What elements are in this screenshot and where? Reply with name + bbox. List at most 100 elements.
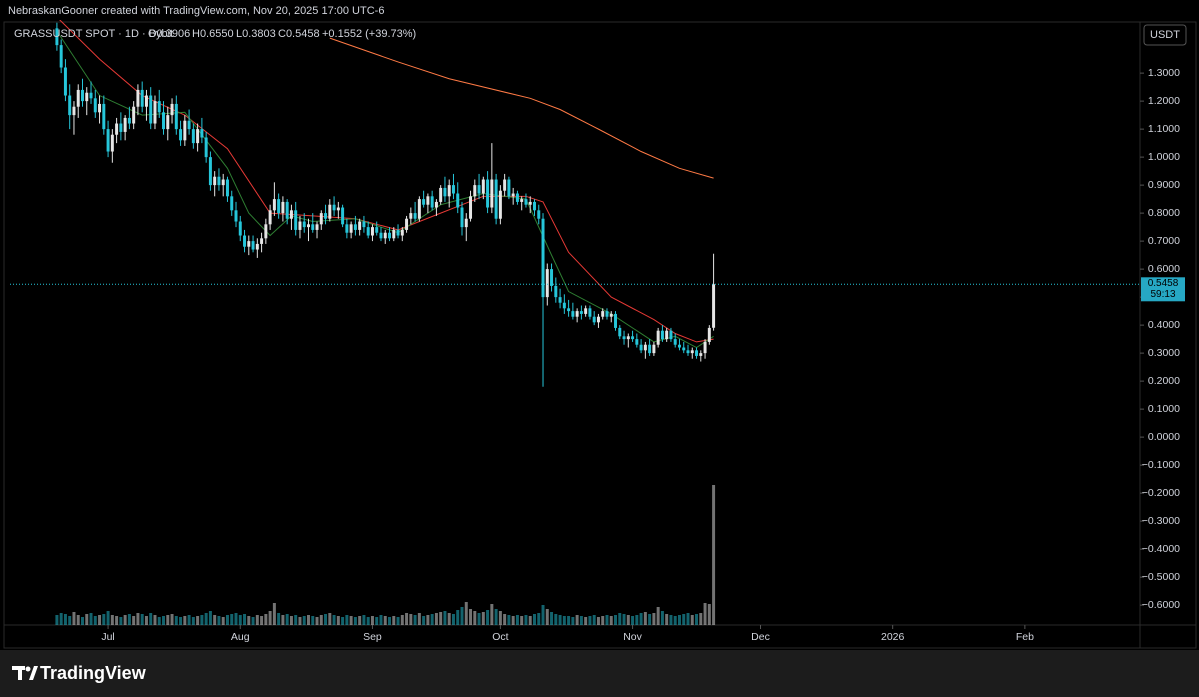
- volume-bar: [635, 615, 639, 625]
- volume-bar: [115, 616, 119, 625]
- volume-bar: [68, 616, 72, 625]
- candle-body: [370, 227, 374, 236]
- candle-body: [588, 308, 592, 317]
- y-tick-label: 0.2000: [1148, 375, 1180, 387]
- volume-bar: [110, 615, 114, 625]
- candle-body: [618, 327, 622, 337]
- candle-body: [136, 89, 140, 107]
- volume-bar: [196, 616, 200, 625]
- countdown: 59:13: [1150, 289, 1175, 300]
- x-tick-label: Feb: [1016, 631, 1034, 643]
- candle-body: [524, 199, 528, 205]
- candle-body: [400, 229, 404, 236]
- candle-body: [85, 92, 89, 102]
- candle-body: [434, 201, 438, 208]
- candle-body: [699, 353, 703, 356]
- volume-bar: [507, 615, 511, 625]
- candle-body: [554, 285, 558, 298]
- candle-body: [115, 123, 119, 135]
- candle-body: [520, 199, 524, 202]
- candle-body: [119, 123, 123, 132]
- volume-bar: [264, 614, 268, 625]
- legend-close: C0.5458: [278, 28, 320, 40]
- candle-body: [498, 190, 502, 219]
- volume-bar: [511, 616, 515, 625]
- volume-bar: [537, 613, 541, 625]
- header: NebraskanGooner created with TradingView…: [8, 5, 384, 17]
- volume-bar: [575, 615, 579, 625]
- currency-label[interactable]: USDT: [1150, 29, 1180, 41]
- candle-body: [439, 187, 443, 202]
- candle-body: [153, 101, 157, 124]
- volume-bar: [162, 616, 166, 625]
- candle-body: [319, 213, 323, 225]
- volume-bar: [183, 616, 187, 625]
- candle-body: [144, 95, 148, 107]
- candle-body: [396, 229, 400, 236]
- volume-bar: [272, 603, 276, 625]
- volume-bar: [388, 617, 392, 625]
- y-tick-label: 1.1000: [1148, 123, 1180, 135]
- volume-bar: [277, 613, 281, 625]
- candle-body: [285, 201, 289, 219]
- volume-bar: [285, 614, 289, 625]
- volume-bar: [443, 611, 447, 625]
- candle-body: [251, 241, 255, 250]
- header-bg: [0, 0, 400, 20]
- volume-bar: [306, 615, 310, 625]
- volume-bar: [490, 604, 494, 625]
- candle-body: [225, 179, 229, 197]
- pane-border: [3, 21, 1197, 649]
- y-tick-label: −0.6000: [1142, 599, 1180, 611]
- volume-bar: [430, 614, 434, 625]
- volume-bar: [55, 615, 59, 625]
- candle-body: [98, 103, 102, 113]
- currency-button[interactable]: [1143, 24, 1187, 46]
- volume-bar: [324, 614, 328, 625]
- candle-body: [417, 199, 421, 219]
- volume-bar: [98, 615, 102, 625]
- legend-change: +0.1552 (+39.73%): [322, 28, 416, 40]
- candle-body: [127, 117, 131, 124]
- volume-bar: [179, 617, 183, 625]
- candle-body: [690, 350, 694, 354]
- candle-body: [631, 336, 635, 340]
- volume-bar: [247, 616, 251, 625]
- candle-body: [592, 316, 596, 323]
- candle-body: [196, 129, 200, 144]
- volume-bar: [643, 612, 647, 625]
- candle-body: [545, 269, 549, 298]
- volume-bar: [170, 614, 174, 625]
- candle-body: [703, 341, 707, 354]
- volume-bar: [524, 615, 528, 625]
- candle-body: [93, 98, 97, 113]
- volume-bar: [191, 617, 195, 625]
- candle-body: [409, 213, 413, 219]
- candle-body: [183, 120, 187, 141]
- candle-body: [221, 179, 225, 186]
- volume-bar: [532, 614, 536, 625]
- x-tick-label: Dec: [751, 631, 770, 643]
- volume-bar: [588, 616, 592, 625]
- volume-bar: [562, 616, 566, 625]
- volume-bar: [328, 613, 332, 625]
- y-tick-label: −0.1000: [1142, 459, 1180, 471]
- candle-body: [460, 207, 464, 228]
- y-tick-label: 0.6000: [1148, 263, 1180, 275]
- volume-bar: [319, 615, 323, 625]
- candle-body: [200, 129, 204, 138]
- volume-bar: [695, 614, 699, 625]
- candle-body: [76, 89, 80, 107]
- logo-text: TradingView: [40, 663, 147, 683]
- candle-body: [157, 101, 161, 113]
- candle-body: [579, 311, 583, 314]
- volume-bar: [571, 617, 575, 625]
- moving-average: [329, 37, 714, 179]
- volume-bar: [614, 615, 618, 625]
- candle-body: [149, 95, 153, 124]
- candle-body: [328, 204, 332, 219]
- volume-bar: [383, 616, 387, 625]
- volume-bar: [464, 602, 468, 625]
- volume-bar: [400, 615, 404, 625]
